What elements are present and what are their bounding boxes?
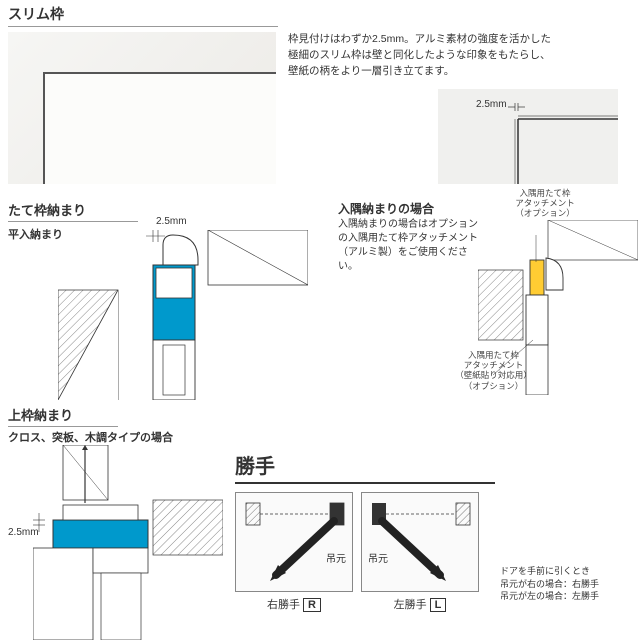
- slim-frame-dimension-figure: 2.5mm: [438, 89, 618, 184]
- left-badge: L: [430, 598, 447, 612]
- handing-note: ドアを手前に引くとき吊元が右の場合：右勝手吊元が左の場合：左勝手: [500, 565, 635, 603]
- upper-frame-diagram: [33, 445, 223, 640]
- upper-frame-title: 上枠納まり: [8, 405, 118, 427]
- corner-installation-desc: 入隅納まりの場合はオプションの入隅用たて枠アタッチメント（アルミ製）をご使用くだ…: [338, 218, 478, 274]
- left-handing-label: 左勝手L: [361, 596, 479, 612]
- hinge-label-l: 吊元: [368, 550, 388, 565]
- hinge-label-r: 吊元: [326, 550, 346, 565]
- slim-frame-title: スリム枠: [8, 4, 278, 27]
- flat-installation-diagram: [58, 230, 308, 400]
- slim-frame-description: 枠見付けはわずか2.5mm。アルミ素材の強度を活かした極細のスリム枠は壁と同化し…: [288, 32, 558, 79]
- corner-installation-title: 入隅納まりの場合: [338, 200, 434, 217]
- flat-installation-label: 平入納まり: [8, 226, 63, 242]
- right-handing-label: 右勝手R: [235, 596, 353, 612]
- slim-frame-photo: [8, 32, 276, 184]
- right-badge: R: [303, 598, 321, 612]
- right-handing-diagram: 吊元: [235, 492, 353, 592]
- measure-2a: 2.5mm: [156, 216, 187, 227]
- vertical-frame-title: たて枠納まり: [8, 200, 138, 222]
- left-handing-diagram: 吊元: [361, 492, 479, 592]
- handing-title: 勝手: [235, 450, 495, 484]
- upper-frame-subtype: クロス、突板、木調タイプの場合: [8, 429, 173, 445]
- corner-attachment-top-label: 入隅用たて枠アタッチメント（オプション）: [500, 188, 590, 219]
- dimension-label: 2.5mm: [476, 99, 507, 110]
- corner-attachment-bottom-label: 入隅用たて枠アタッチメント（壁紙貼り対応用）（オプション）: [446, 350, 541, 391]
